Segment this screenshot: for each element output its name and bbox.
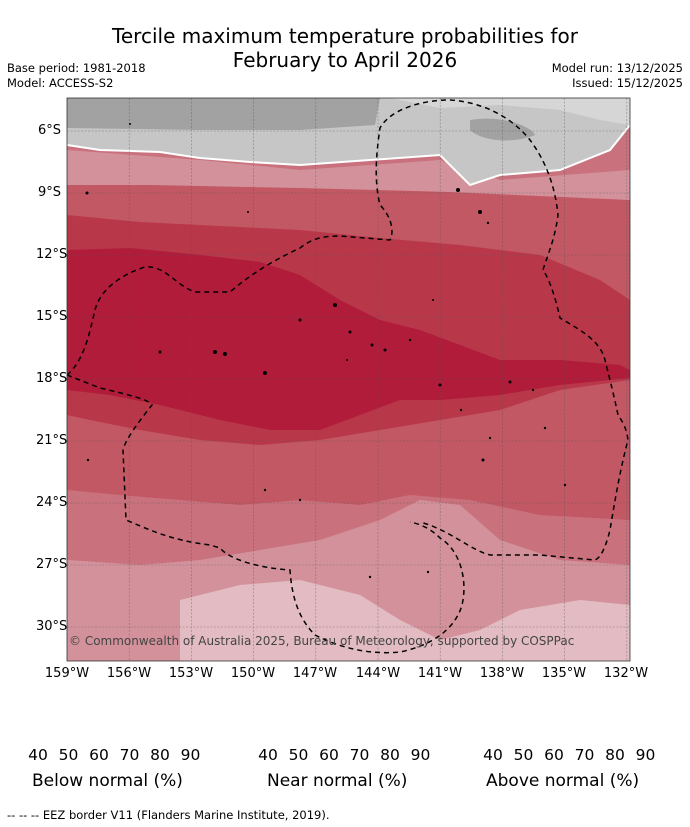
near-normal-label: Near normal (%) — [267, 771, 408, 791]
lat-label: 27°S — [36, 557, 68, 572]
map-frame — [66, 97, 631, 662]
colorbar-tick-label: 50 — [288, 746, 309, 764]
model-run: Model run: 13/12/2025 — [551, 61, 683, 75]
eez-dash-legend: -- -- -- — [7, 808, 40, 822]
lon-label: 159°W — [44, 666, 90, 681]
probability-map — [66, 97, 631, 662]
lat-label: 9°S — [37, 185, 61, 200]
lat-label: 18°S — [36, 371, 68, 386]
model-name: Model: ACCESS-S2 — [7, 76, 114, 90]
lon-label: 138°W — [479, 666, 525, 681]
colorbar-tick-label: 80 — [150, 746, 170, 764]
colorbar-tick-label: 60 — [89, 746, 109, 764]
above-50-north-zone — [67, 150, 630, 200]
meta-left: Base period: 1981-2018 Model: ACCESS-S2 — [7, 61, 146, 91]
colorbar-tick-label: 70 — [119, 746, 140, 764]
colorbar-tick-label: 70 — [349, 746, 370, 764]
colorbar-tick-label: 90 — [180, 746, 201, 764]
lon-label: 141°W — [417, 666, 463, 681]
base-period: Base period: 1981-2018 — [7, 61, 146, 75]
title-line-2: February to April 2026 — [232, 48, 458, 72]
below-normal-label: Below normal (%) — [32, 771, 183, 791]
lat-label: 30°S — [36, 619, 68, 634]
colorbar-tick-label: 60 — [319, 746, 339, 764]
issued-date: Issued: 15/12/2025 — [572, 76, 683, 90]
lon-label: 156°W — [106, 666, 152, 681]
above-normal-label: Above normal (%) — [486, 771, 640, 791]
colorbar-tick-label: 90 — [635, 746, 656, 764]
colorbar-tick-label: 80 — [605, 746, 625, 764]
eez-footnote: -- -- -- EEZ border V11 (Flanders Marine… — [7, 808, 330, 822]
above-40-zone — [180, 580, 630, 661]
colorbar-tick-label: 40 — [258, 746, 278, 764]
lon-label: 132°W — [603, 666, 649, 681]
colorbar-tick-label: 70 — [574, 746, 595, 764]
gridlines — [67, 98, 630, 661]
colorbar-tick-label: 40 — [28, 746, 48, 764]
lat-label: 21°S — [36, 433, 68, 448]
tercile-boundary — [67, 124, 630, 187]
map-title: Tercile maximum temperature probabilitie… — [0, 24, 690, 72]
colorbar-tick-label: 90 — [410, 746, 431, 764]
lon-label: 150°W — [230, 666, 276, 681]
islands — [85, 123, 567, 579]
lat-label: 6°S — [37, 123, 61, 138]
copyright-notice: © Commonwealth of Australia 2025, Bureau… — [69, 634, 575, 648]
lat-label: 12°S — [36, 247, 68, 262]
lat-label: 24°S — [36, 495, 68, 510]
eez-note: EEZ border V11 (Flanders Marine Institut… — [42, 808, 330, 822]
colorbar-tick-label: 40 — [483, 746, 503, 764]
meta-right: Model run: 13/12/2025 Issued: 15/12/2025 — [552, 61, 683, 91]
near-normal-70-zone — [67, 98, 380, 130]
title-line-1: Tercile maximum temperature probabilitie… — [112, 24, 578, 48]
lon-label: 144°W — [355, 666, 401, 681]
lon-label: 147°W — [292, 666, 338, 681]
eez-border-line — [67, 99, 629, 561]
colorbar-tick-label: 80 — [380, 746, 400, 764]
lon-label: 153°W — [168, 666, 214, 681]
colorbar-tick-label: 50 — [58, 746, 79, 764]
colorbar-tick-label: 50 — [513, 746, 534, 764]
lat-label: 15°S — [36, 309, 68, 324]
lon-label: 135°W — [541, 666, 587, 681]
colorbar-tick-label: 60 — [544, 746, 564, 764]
near-normal-50-zone — [390, 98, 630, 125]
eez-border-line-south — [67, 374, 465, 654]
above-90-zone — [67, 248, 630, 430]
